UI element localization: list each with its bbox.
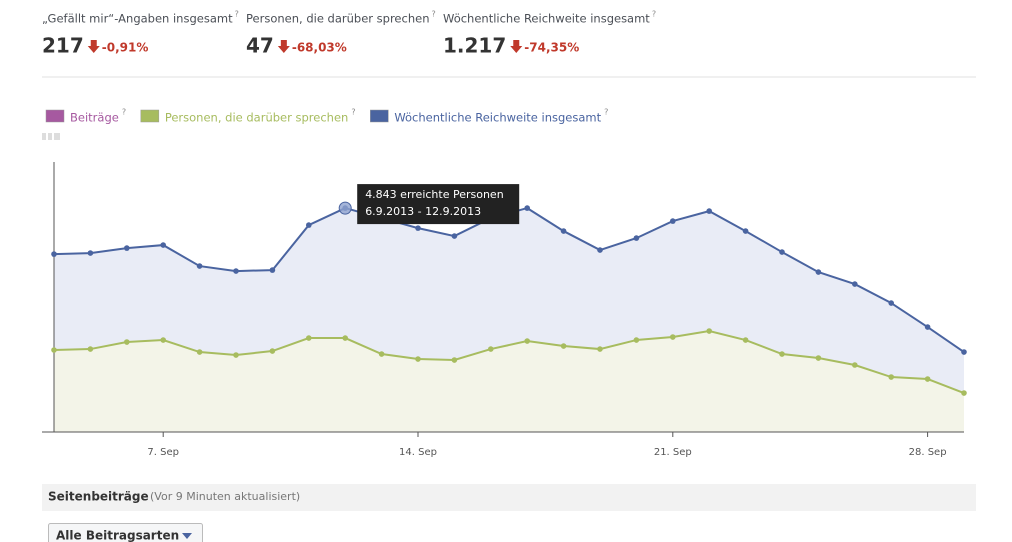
x-tick-label: 21. Sep (654, 447, 692, 458)
data-point (378, 351, 385, 357)
data-point (269, 267, 276, 273)
data-point (742, 228, 749, 234)
data-point (706, 208, 712, 214)
data-point (342, 335, 349, 341)
posts-title: Seitenbeiträge (48, 490, 149, 504)
help-mark[interactable]: ? (122, 108, 126, 117)
data-point (670, 334, 676, 340)
dropdown-arrow[interactable] (182, 533, 192, 539)
down-arrow (510, 40, 523, 53)
help-mark[interactable]: ? (604, 108, 608, 117)
help-mark[interactable]: ? (652, 10, 656, 19)
data-point (779, 249, 785, 255)
data-point (415, 225, 421, 231)
data-point (852, 281, 858, 287)
data-point (51, 251, 57, 257)
data-point (961, 349, 967, 355)
posts-header (42, 484, 976, 511)
data-point (160, 337, 166, 343)
x-tick-label: 14. Sep (399, 447, 437, 458)
stat-change: -74,35% (524, 41, 579, 55)
tooltip-box (357, 184, 520, 225)
stat-value: 1.217 (443, 34, 506, 58)
data-point (524, 205, 530, 211)
legend-swatch (370, 109, 389, 123)
data-point (888, 300, 894, 306)
data-point (560, 343, 567, 349)
data-point (815, 355, 822, 361)
data-point (742, 337, 749, 343)
data-point (233, 352, 239, 358)
data-point (196, 349, 203, 355)
data-point (488, 346, 494, 352)
data-point (633, 337, 640, 343)
help-mark[interactable]: ? (235, 10, 239, 19)
legend-swatch (140, 109, 160, 123)
stat-label: Wöchentliche Reichweite insgesamt (443, 12, 650, 26)
tooltip-line: 4.843 erreichte Personen (365, 188, 504, 201)
data-point (815, 269, 822, 275)
series-line (53, 330, 965, 394)
down-arrow (277, 40, 290, 53)
data-point (597, 346, 603, 352)
series-area (54, 331, 964, 432)
posts-note: (Vor 9 Minuten aktualisiert) (150, 490, 300, 503)
filter-button[interactable] (48, 523, 203, 542)
data-point (124, 339, 130, 345)
data-point (415, 356, 421, 362)
highlight-point (338, 201, 352, 215)
legend-label: Beiträge (70, 111, 119, 125)
data-point (51, 347, 57, 353)
data-point (924, 376, 931, 382)
stat-value: 217 (42, 34, 84, 58)
data-point (706, 328, 712, 334)
legend-label: Wöchentliche Reichweite insgesamt (394, 111, 601, 125)
tooltip-line: 6.9.2013 - 12.9.2013 (365, 205, 481, 218)
legend-decor (42, 133, 60, 140)
data-point (633, 235, 640, 241)
data-point (269, 348, 276, 354)
data-point (233, 268, 239, 274)
legend-label: Personen, die darüber sprechen (165, 111, 348, 125)
data-point (961, 390, 967, 396)
stat-change: -68,03% (292, 41, 347, 55)
data-point (888, 374, 894, 380)
data-point (306, 222, 312, 228)
stat-change: -0,91% (102, 41, 149, 55)
down-arrow (87, 40, 100, 53)
data-point (670, 218, 676, 224)
stat-value: 47 (246, 34, 274, 58)
legend-swatch (45, 109, 65, 123)
stat-label: „Gefällt mir“-Angaben insgesamt (42, 12, 233, 26)
x-tick-label: 28. Sep (909, 447, 947, 458)
help-mark[interactable]: ? (431, 10, 435, 19)
data-point (779, 351, 785, 357)
data-point (87, 250, 94, 256)
data-point (852, 362, 858, 368)
help-mark[interactable]: ? (351, 108, 355, 117)
x-tick-label: 7. Sep (147, 447, 179, 458)
data-point (87, 346, 94, 352)
data-point (560, 228, 567, 234)
data-point (597, 247, 603, 253)
data-point (451, 233, 458, 239)
data-point (196, 263, 203, 269)
filter-label[interactable]: Alle Beitragsarten (56, 529, 179, 542)
data-point (306, 335, 312, 341)
data-point (451, 357, 458, 363)
data-point (160, 242, 166, 248)
data-point (124, 245, 130, 251)
data-point (924, 324, 931, 330)
data-point (524, 338, 530, 344)
stat-label: Personen, die darüber sprechen (246, 12, 429, 26)
